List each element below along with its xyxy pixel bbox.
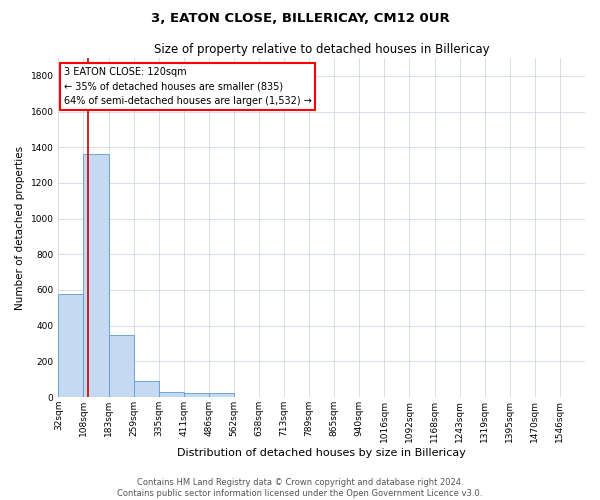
Bar [159,392,184,397]
Bar [209,392,234,397]
Bar [109,334,134,397]
Text: 3, EATON CLOSE, BILLERICAY, CM12 0UR: 3, EATON CLOSE, BILLERICAY, CM12 0UR [151,12,449,26]
Bar [184,394,209,397]
Text: Contains HM Land Registry data © Crown copyright and database right 2024.
Contai: Contains HM Land Registry data © Crown c… [118,478,482,498]
Bar [58,294,83,397]
Bar [83,154,109,397]
Y-axis label: Number of detached properties: Number of detached properties [15,146,25,310]
Bar [134,381,159,397]
Text: 3 EATON CLOSE: 120sqm
← 35% of detached houses are smaller (835)
64% of semi-det: 3 EATON CLOSE: 120sqm ← 35% of detached … [64,66,311,106]
X-axis label: Distribution of detached houses by size in Billericay: Distribution of detached houses by size … [177,448,466,458]
Title: Size of property relative to detached houses in Billericay: Size of property relative to detached ho… [154,42,490,56]
